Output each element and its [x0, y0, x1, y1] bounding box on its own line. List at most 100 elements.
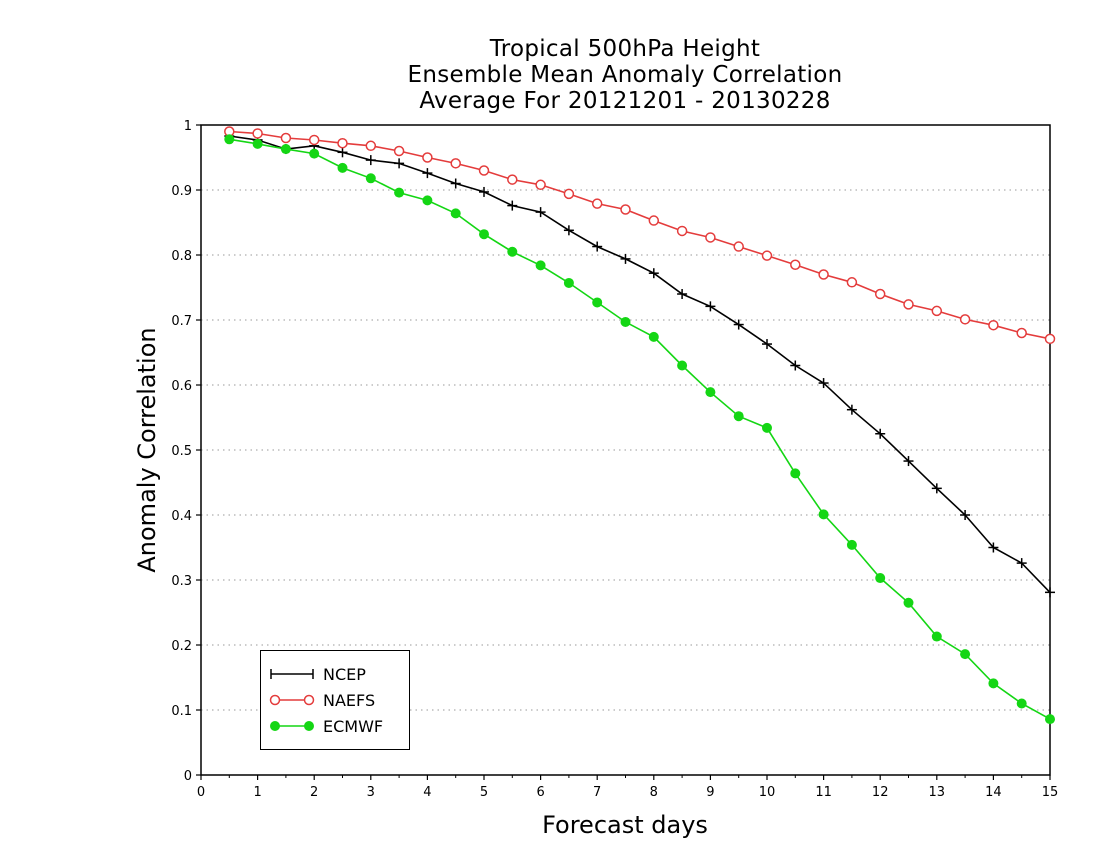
- y-tick-label: 0.8: [171, 249, 192, 264]
- data-point: [252, 128, 263, 139]
- series-line-naefs: [229, 130, 1051, 340]
- y-tick-label: 1: [184, 119, 192, 134]
- legend-item-naefs: NAEFS: [269, 689, 375, 711]
- data-point: [422, 168, 433, 179]
- data-point: [846, 539, 857, 550]
- legend-label-ecmwf: ECMWF: [323, 716, 384, 736]
- legend-item-ecmwf: ECMWF: [269, 715, 383, 737]
- axis-ticks: 00.10.20.30.40.50.60.70.80.910 1 2 3 4 5 6 7 8 9 1…: [171, 119, 1058, 800]
- x-axis-label: Forecast days: [542, 811, 708, 839]
- data-point: [959, 314, 971, 325]
- data-point: [733, 411, 744, 422]
- x-tick-label: 9: [706, 785, 714, 800]
- data-point: [535, 260, 546, 271]
- data-point: [479, 229, 489, 240]
- data-point: [762, 422, 772, 433]
- chart-title-line-2: Ensemble Mean Anomaly Correlation: [407, 62, 843, 88]
- data-point: [450, 178, 461, 189]
- data-point: [733, 319, 744, 330]
- data-point: [648, 268, 659, 279]
- legend-item-ncep: NCEP: [269, 663, 366, 685]
- data-point: [875, 573, 886, 584]
- series-ncep: [224, 131, 1055, 598]
- data-point: [252, 138, 263, 149]
- y-tick-label: 0.2: [171, 639, 192, 654]
- data-point: [535, 207, 546, 218]
- data-point: [365, 173, 376, 184]
- x-tick-label: 7: [593, 785, 601, 800]
- data-point: [337, 147, 348, 158]
- data-point: [790, 360, 801, 371]
- x-tick-label: 15: [1042, 785, 1059, 800]
- legend-swatch-ncep: [270, 669, 314, 679]
- data-point: [733, 241, 744, 252]
- data-point: [790, 259, 801, 270]
- data-point: [507, 246, 518, 257]
- data-point: [479, 186, 489, 197]
- legend-swatch-naefs: [269, 694, 315, 706]
- data-point: [1016, 558, 1027, 569]
- data-point: [762, 339, 772, 350]
- data-point: [761, 250, 773, 261]
- x-tick-label: 2: [310, 785, 318, 800]
- x-tick-label: 0: [197, 785, 205, 800]
- data-point: [676, 225, 688, 237]
- y-tick-label: 0: [184, 769, 192, 784]
- data-point: [988, 678, 999, 689]
- chart-title-line-1: Tropical 500hPa Height: [489, 36, 761, 62]
- data-point: [818, 509, 829, 520]
- legend-swatch-ecmwf: [270, 721, 314, 731]
- data-point: [422, 195, 433, 206]
- data-point: [790, 468, 801, 479]
- data-point: [988, 542, 999, 553]
- series-line-ncep: [229, 135, 1051, 593]
- data-point: [563, 225, 574, 236]
- y-tick-label: 0.5: [171, 444, 192, 459]
- data-point: [337, 137, 348, 149]
- data-point: [818, 269, 829, 280]
- legend-label-naefs: NAEFS: [323, 690, 376, 710]
- x-tick-label: 5: [480, 785, 488, 800]
- data-point: [591, 198, 603, 209]
- data-point: [1045, 714, 1055, 725]
- data-point: [931, 483, 942, 494]
- y-tick-label: 0.3: [171, 574, 192, 589]
- data-point: [1016, 327, 1027, 339]
- data-point: [648, 331, 659, 342]
- y-tick-label: 0.6: [171, 379, 192, 394]
- data-point: [507, 200, 518, 211]
- y-tick-label: 0.1: [171, 704, 192, 719]
- y-tick-label: 0.9: [171, 184, 192, 199]
- data-point: [903, 299, 914, 310]
- legend-label-ncep: NCEP: [323, 664, 366, 684]
- data-point: [903, 456, 914, 467]
- data-point: [450, 158, 461, 169]
- data-point: [620, 316, 631, 327]
- x-tick-label: 13: [929, 785, 946, 800]
- data-point: [648, 215, 660, 226]
- data-point: [705, 387, 716, 398]
- y-tick-label: 0.7: [171, 314, 192, 329]
- data-point: [1044, 333, 1056, 345]
- data-point: [705, 301, 716, 312]
- data-point: [280, 144, 291, 155]
- chart-title-line-3: Average For 20121201 - 20130228: [419, 88, 831, 114]
- data-point: [677, 360, 688, 371]
- data-point: [620, 253, 631, 264]
- data-point: [309, 148, 320, 159]
- x-tick-label: 12: [872, 785, 889, 800]
- x-tick-label: 3: [367, 785, 375, 800]
- x-tick-label: 8: [650, 785, 658, 800]
- series-naefs: [224, 126, 1056, 345]
- data-point: [337, 162, 348, 173]
- x-tick-label: 6: [536, 785, 544, 800]
- y-axis-label: Anomaly Correlation: [133, 327, 161, 572]
- data-point: [592, 241, 603, 252]
- x-tick-label: 14: [985, 785, 1002, 800]
- data-point: [308, 134, 320, 146]
- data-point: [960, 649, 971, 660]
- data-point: [875, 428, 886, 439]
- data-point: [224, 134, 235, 145]
- data-point: [478, 165, 490, 176]
